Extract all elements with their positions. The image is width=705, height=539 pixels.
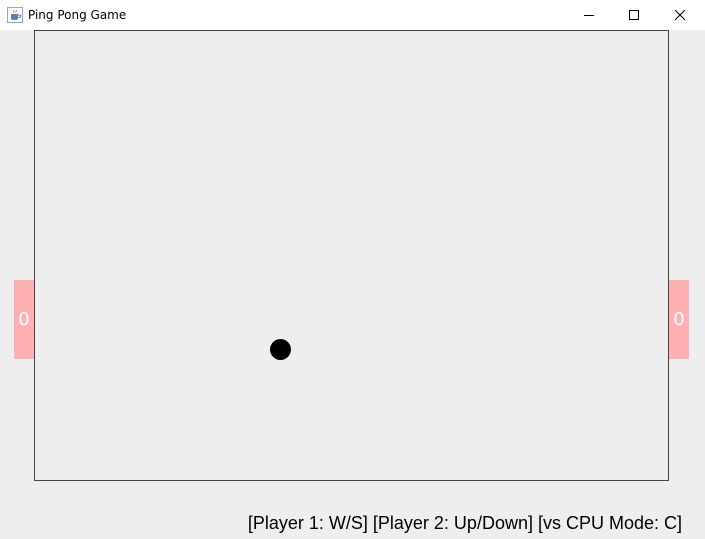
close-icon: [675, 10, 685, 20]
right-score: 0: [673, 308, 685, 330]
minimize-icon: [584, 10, 594, 20]
close-button[interactable]: [657, 0, 703, 30]
maximize-icon: [629, 10, 639, 20]
left-score: 0: [18, 308, 30, 330]
maximize-button[interactable]: [611, 0, 657, 30]
game-canvas[interactable]: 0 0 [Player 1: W/S] [Player 2: Up/Down] …: [0, 30, 705, 539]
window-title: Ping Pong Game: [28, 8, 127, 22]
left-paddle: 0: [14, 280, 34, 359]
title-bar[interactable]: Ping Pong Game: [0, 0, 705, 30]
minimize-button[interactable]: [566, 0, 612, 30]
right-paddle: 0: [669, 280, 689, 359]
ball: [270, 339, 291, 360]
controls-hint: [Player 1: W/S] [Player 2: Up/Down] [vs …: [247, 513, 682, 533]
java-cup-icon: [7, 7, 23, 23]
court-boundary: [34, 30, 669, 481]
